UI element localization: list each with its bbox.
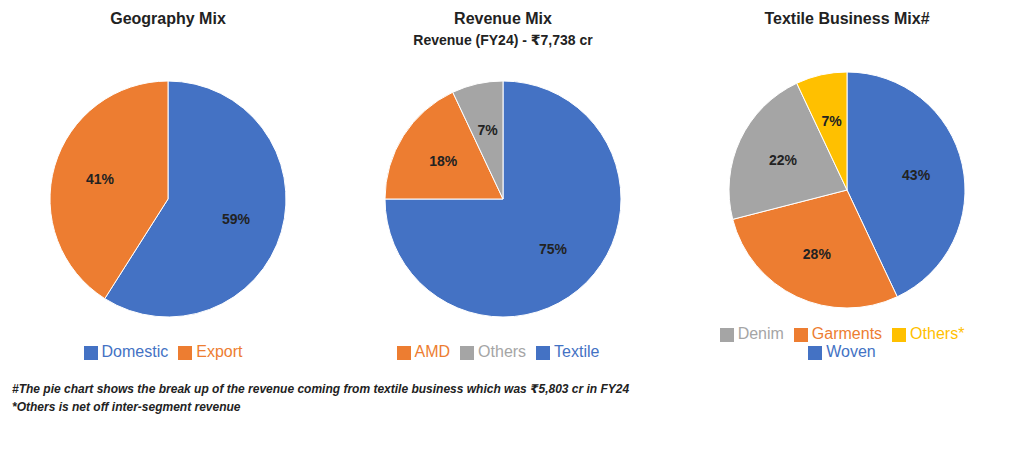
svg-text:41%: 41% (86, 171, 115, 187)
html-text:Textile: Textile (554, 343, 600, 360)
html-text:Others: Others (478, 343, 527, 360)
html-text:Geography Mix: Geography Mix (110, 10, 226, 27)
html-text:Others*: Others* (910, 325, 965, 342)
html-text:Export: Export (196, 343, 243, 360)
html-text:#The pie chart shows the break: #The pie chart shows the break up of the… (12, 382, 630, 396)
html-text:*Others is net off inter-segme: *Others is net off inter-segment revenue (12, 400, 241, 414)
html-text:Textile Business Mix#: Textile Business Mix# (764, 10, 930, 27)
svg-text:75%: 75% (539, 241, 568, 257)
svg-text:43%: 43% (902, 167, 931, 183)
html-text:Revenue Mix: Revenue Mix (454, 10, 552, 27)
svg-text:22%: 22% (769, 152, 798, 168)
svg-text:28%: 28% (803, 246, 832, 262)
html-text:Garments: Garments (811, 325, 883, 342)
html-text:Denim: Denim (737, 325, 784, 342)
svg-text:7%: 7% (821, 113, 842, 129)
html-text:Domestic: Domestic (101, 343, 169, 360)
html-text:Revenue (FY24) - ₹7,738 cr: Revenue (FY24) - ₹7,738 cr (413, 32, 593, 48)
html-text:AMD: AMD (414, 343, 451, 360)
html-text:Woven: Woven (826, 343, 876, 360)
svg-text:18%: 18% (429, 153, 458, 169)
svg-text:7%: 7% (477, 122, 498, 138)
svg-text:59%: 59% (222, 211, 251, 227)
